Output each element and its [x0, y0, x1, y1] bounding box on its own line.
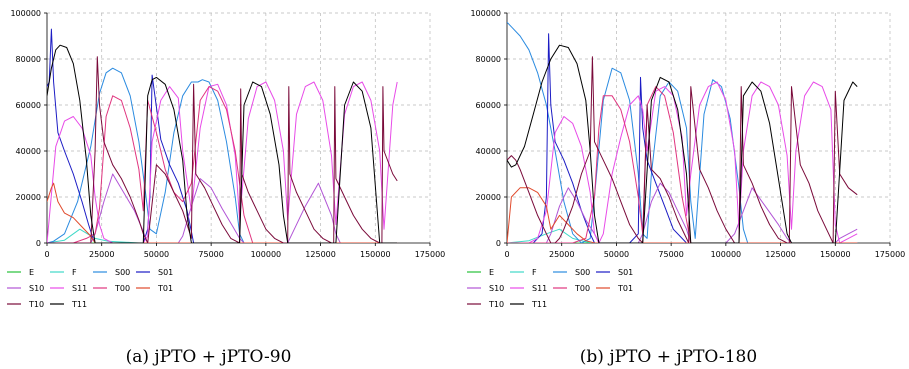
legend-label-s11: S11 [72, 284, 87, 293]
series-line-t00 [507, 86, 858, 243]
x-tick-label: 150000 [820, 250, 851, 259]
legend-label-e: E [29, 268, 34, 277]
x-tick-label: 100000 [711, 250, 742, 259]
x-tick-label: 25000 [89, 250, 114, 259]
figure-caption: (a) jPTO + jPTO-90 [126, 347, 292, 367]
legend-label-s01: S01 [158, 268, 173, 277]
y-tick-label: 0 [36, 239, 41, 248]
y-tick-label: 40000 [476, 147, 501, 156]
x-tick-label: 150000 [360, 250, 391, 259]
legend-label-t00: T00 [114, 284, 130, 293]
x-tick-label: 125000 [765, 250, 796, 259]
legend-label-f: F [532, 268, 537, 277]
series-line-t01 [507, 187, 858, 243]
chart-panel-a: 0 25000 50000 75000 100000 125000 150000 175000… [7, 9, 445, 367]
y-tick-label: 60000 [16, 101, 41, 110]
x-tick-label: 25000 [549, 250, 574, 259]
y-tick-label: 0 [496, 239, 501, 248]
series-line-t11 [507, 44, 858, 243]
y-tick-label: 20000 [16, 193, 41, 202]
series-line-t11 [47, 44, 398, 243]
series-line-s10 [47, 173, 398, 243]
series-line-f [47, 228, 398, 243]
x-tick-label: 175000 [875, 250, 906, 259]
legend-label-t11: T11 [531, 300, 547, 309]
y-tick-label: 40000 [16, 147, 41, 156]
legend-label-s10: S10 [489, 284, 504, 293]
legend-label-t11: T11 [71, 300, 87, 309]
series-line-s01 [47, 28, 398, 243]
series-line-t00 [47, 86, 398, 243]
x-tick-label: 50000 [604, 250, 629, 259]
x-tick-label: 0 [504, 250, 509, 259]
y-tick-label: 60000 [476, 101, 501, 110]
legend-label-t01: T01 [617, 284, 633, 293]
series-line-s00 [47, 67, 398, 243]
x-tick-label: 0 [44, 250, 49, 259]
y-tick-label: 20000 [476, 193, 501, 202]
x-tick-label: 75000 [658, 250, 683, 259]
legend-label-s00: S00 [575, 268, 590, 277]
series-line-f [507, 228, 858, 243]
y-tick-label: 100000 [470, 9, 501, 18]
legend-label-t00: T00 [574, 284, 590, 293]
legend-label-f: F [72, 268, 77, 277]
y-tick-label: 100000 [10, 9, 41, 18]
y-tick-label: 80000 [16, 55, 41, 64]
legend-label-t01: T01 [157, 284, 173, 293]
series-line-t10 [507, 56, 858, 243]
legend-label-e: E [489, 268, 494, 277]
series-line-s10 [507, 182, 858, 243]
series-line-t10 [47, 56, 398, 243]
series-line-s01 [507, 33, 858, 243]
y-tick-label: 80000 [476, 55, 501, 64]
series-line-s11 [507, 81, 858, 243]
x-tick-label: 125000 [305, 250, 336, 259]
legend-label-s11: S11 [532, 284, 547, 293]
x-tick-label: 50000 [144, 250, 169, 259]
legend-label-s10: S10 [29, 284, 44, 293]
legend-label-t10: T10 [28, 300, 44, 309]
legend-label-t10: T10 [488, 300, 504, 309]
series-line-t01 [47, 182, 398, 243]
figure-caption: (b) jPTO + jPTO-180 [580, 347, 757, 367]
x-tick-label: 75000 [198, 250, 223, 259]
chart-panel-b: 0 25000 50000 75000 100000 125000 150000 175000… [467, 9, 905, 367]
legend-label-s01: S01 [618, 268, 633, 277]
x-tick-label: 100000 [251, 250, 282, 259]
x-tick-label: 175000 [415, 250, 446, 259]
series-line-s00 [507, 21, 858, 243]
legend-label-s00: S00 [115, 268, 130, 277]
